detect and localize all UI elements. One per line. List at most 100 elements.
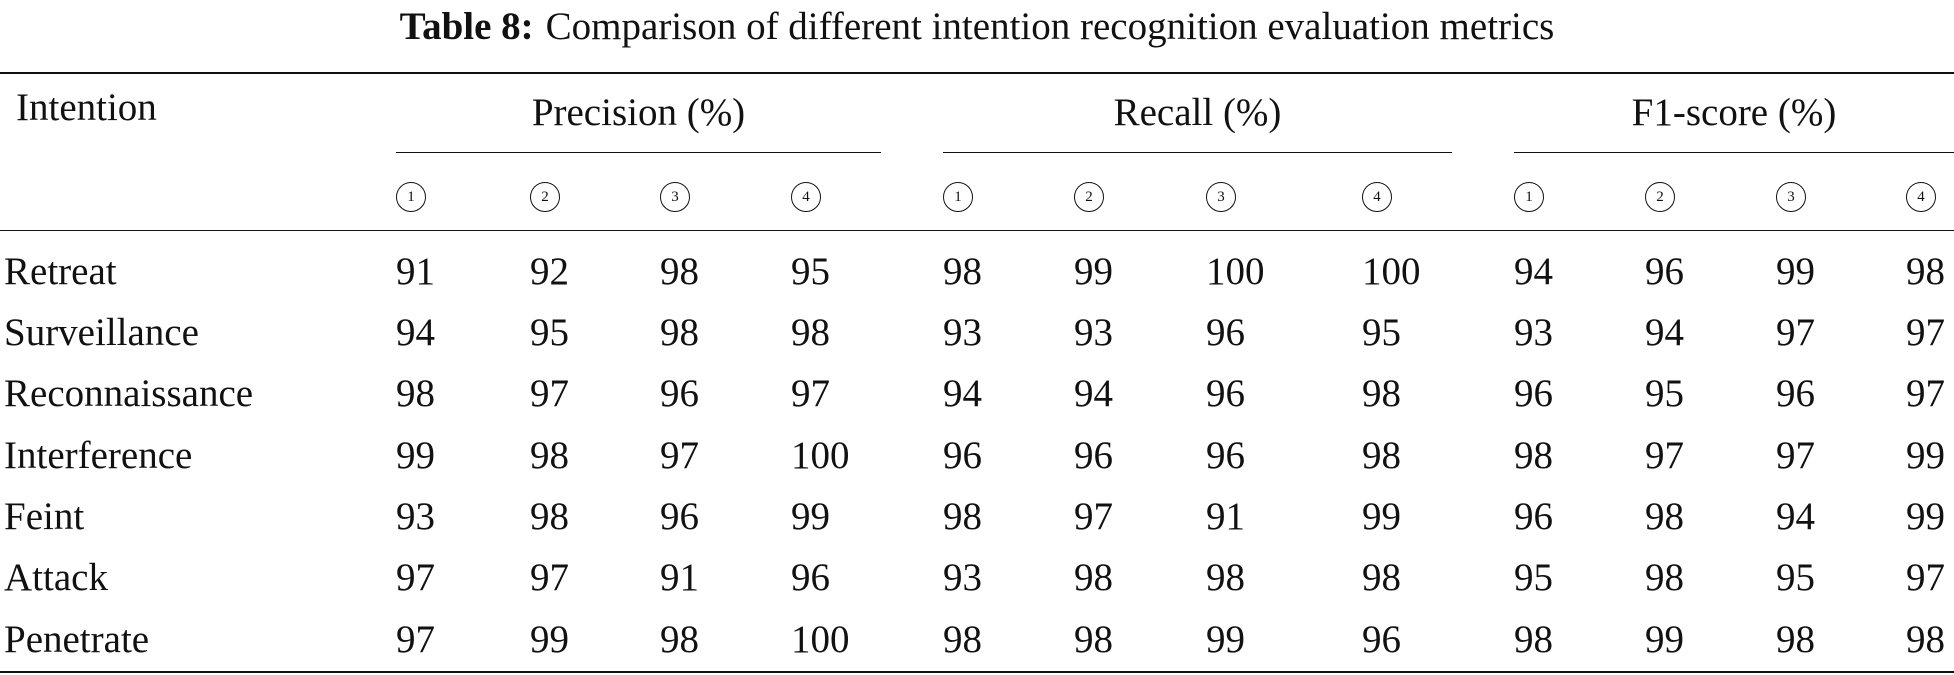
cell-value: 96 bbox=[660, 372, 699, 415]
cell-value: 95 bbox=[1514, 556, 1553, 599]
cell-value: 99 bbox=[1776, 250, 1815, 293]
cell-value: 99 bbox=[1645, 618, 1684, 661]
cell-value: 97 bbox=[1074, 495, 1113, 538]
cell-value: 98 bbox=[1645, 495, 1684, 538]
subcolumn-header: 3 bbox=[1776, 182, 1806, 212]
cell-value: 97 bbox=[530, 556, 569, 599]
cell-value: 95 bbox=[1362, 311, 1401, 354]
cell-value: 98 bbox=[1206, 556, 1245, 599]
cell-value: 92 bbox=[530, 250, 569, 293]
cell-value: 98 bbox=[791, 311, 830, 354]
cell-value: 91 bbox=[1206, 495, 1245, 538]
subcolumn-header: 2 bbox=[1074, 182, 1104, 212]
cell-value: 99 bbox=[396, 434, 435, 477]
caption-text: Comparison of different intention recogn… bbox=[545, 5, 1555, 48]
cell-value: 96 bbox=[943, 434, 982, 477]
cell-value: 98 bbox=[1906, 618, 1945, 661]
bottom-rule bbox=[0, 671, 1954, 673]
cell-value: 99 bbox=[1906, 495, 1945, 538]
cell-value: 99 bbox=[1906, 434, 1945, 477]
cell-value: 98 bbox=[1362, 372, 1401, 415]
cell-value: 100 bbox=[1206, 250, 1265, 293]
subcolumn-header: 1 bbox=[1514, 182, 1544, 212]
row-label: Retreat bbox=[4, 250, 117, 293]
cell-value: 100 bbox=[1362, 250, 1421, 293]
caption: Table 8: Comparison of different intentio… bbox=[0, 4, 1954, 49]
cell-value: 91 bbox=[396, 250, 435, 293]
subcolumn-header: 4 bbox=[791, 182, 821, 212]
row-label: Interference bbox=[4, 434, 193, 477]
cell-value: 94 bbox=[1645, 311, 1684, 354]
group-underline bbox=[1514, 152, 1954, 153]
cell-value: 98 bbox=[660, 618, 699, 661]
cell-value: 98 bbox=[1074, 618, 1113, 661]
cell-value: 99 bbox=[791, 495, 830, 538]
group-header: F1-score (%) bbox=[1631, 91, 1837, 134]
cell-value: 95 bbox=[530, 311, 569, 354]
cell-value: 97 bbox=[660, 434, 699, 477]
cell-value: 99 bbox=[530, 618, 569, 661]
cell-value: 97 bbox=[1906, 311, 1945, 354]
cell-value: 97 bbox=[396, 618, 435, 661]
cell-value: 98 bbox=[1514, 618, 1553, 661]
cell-value: 96 bbox=[1206, 311, 1245, 354]
row-label: Attack bbox=[4, 556, 108, 599]
subcolumn-header: 1 bbox=[943, 182, 973, 212]
cell-value: 98 bbox=[943, 250, 982, 293]
cell-value: 96 bbox=[1206, 372, 1245, 415]
row-label: Surveillance bbox=[4, 311, 199, 354]
cell-value: 96 bbox=[791, 556, 830, 599]
cell-value: 94 bbox=[1514, 250, 1553, 293]
cell-value: 96 bbox=[1514, 495, 1553, 538]
cell-value: 96 bbox=[660, 495, 699, 538]
subcolumn-header: 3 bbox=[1206, 182, 1236, 212]
cell-value: 97 bbox=[1906, 372, 1945, 415]
cell-value: 98 bbox=[1074, 556, 1113, 599]
cell-value: 99 bbox=[1074, 250, 1113, 293]
cell-value: 98 bbox=[943, 618, 982, 661]
cell-value: 98 bbox=[1906, 250, 1945, 293]
cell-value: 96 bbox=[1074, 434, 1113, 477]
cell-value: 98 bbox=[1645, 556, 1684, 599]
cell-value: 100 bbox=[791, 434, 850, 477]
cell-value: 95 bbox=[791, 250, 830, 293]
cell-value: 91 bbox=[660, 556, 699, 599]
cell-value: 100 bbox=[791, 618, 850, 661]
cell-value: 93 bbox=[1074, 311, 1113, 354]
subcolumn-header: 2 bbox=[1645, 182, 1675, 212]
cell-value: 98 bbox=[1362, 434, 1401, 477]
cell-value: 93 bbox=[943, 556, 982, 599]
subcolumn-header: 4 bbox=[1362, 182, 1392, 212]
subcolumn-header: 3 bbox=[660, 182, 690, 212]
group-header: Precision (%) bbox=[531, 91, 746, 134]
cell-value: 98 bbox=[660, 250, 699, 293]
cell-value: 97 bbox=[791, 372, 830, 415]
cell-value: 98 bbox=[396, 372, 435, 415]
cell-value: 96 bbox=[1776, 372, 1815, 415]
row-label: Penetrate bbox=[4, 618, 150, 661]
group-underline bbox=[396, 152, 881, 153]
cell-value: 95 bbox=[1776, 556, 1815, 599]
cell-value: 94 bbox=[1776, 495, 1815, 538]
cell-value: 97 bbox=[396, 556, 435, 599]
cell-value: 99 bbox=[1206, 618, 1245, 661]
group-underline bbox=[943, 152, 1452, 153]
corner-header: Intention bbox=[16, 86, 157, 129]
cell-value: 93 bbox=[396, 495, 435, 538]
cell-value: 96 bbox=[1206, 434, 1245, 477]
cell-value: 94 bbox=[943, 372, 982, 415]
row-label: Feint bbox=[4, 495, 85, 538]
cell-value: 95 bbox=[1645, 372, 1684, 415]
cell-value: 99 bbox=[1362, 495, 1401, 538]
cell-value: 98 bbox=[1362, 556, 1401, 599]
group-header: Recall (%) bbox=[1113, 91, 1282, 134]
cell-value: 97 bbox=[530, 372, 569, 415]
subcolumn-header: 2 bbox=[530, 182, 560, 212]
cell-value: 96 bbox=[1514, 372, 1553, 415]
cell-value: 98 bbox=[530, 495, 569, 538]
cell-value: 98 bbox=[530, 434, 569, 477]
cell-value: 94 bbox=[396, 311, 435, 354]
cell-value: 98 bbox=[1776, 618, 1815, 661]
cell-value: 96 bbox=[1362, 618, 1401, 661]
header-rule bbox=[0, 230, 1954, 231]
